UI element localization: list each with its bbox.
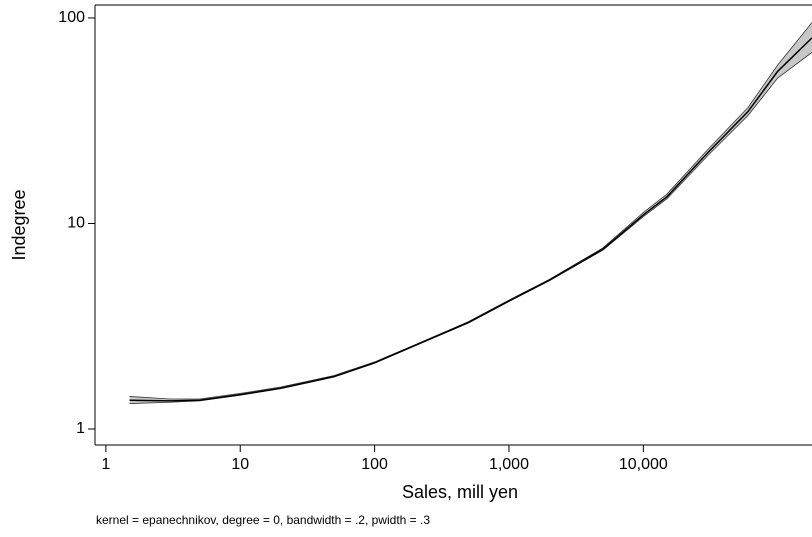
x-tick-label: 100	[361, 456, 388, 473]
band-upper	[129, 22, 812, 400]
x-tick-label: 10	[231, 456, 249, 473]
x-tick-label: 1	[101, 456, 110, 473]
y-tick-label: 100	[58, 9, 85, 26]
confidence-band	[129, 22, 812, 404]
x-axis-label: Sales, mill yen	[402, 482, 518, 502]
y-tick-label: 10	[67, 215, 85, 232]
y-axis-label: Indegree	[9, 189, 29, 260]
fit-line	[129, 37, 812, 402]
y-tick-label: 1	[76, 420, 85, 437]
x-tick-label: 10,000	[619, 456, 668, 473]
x-tick-label: 1,000	[489, 456, 529, 473]
band-lower	[129, 52, 812, 404]
note: kernel = epanechnikov, degree = 0, bandw…	[96, 513, 430, 527]
